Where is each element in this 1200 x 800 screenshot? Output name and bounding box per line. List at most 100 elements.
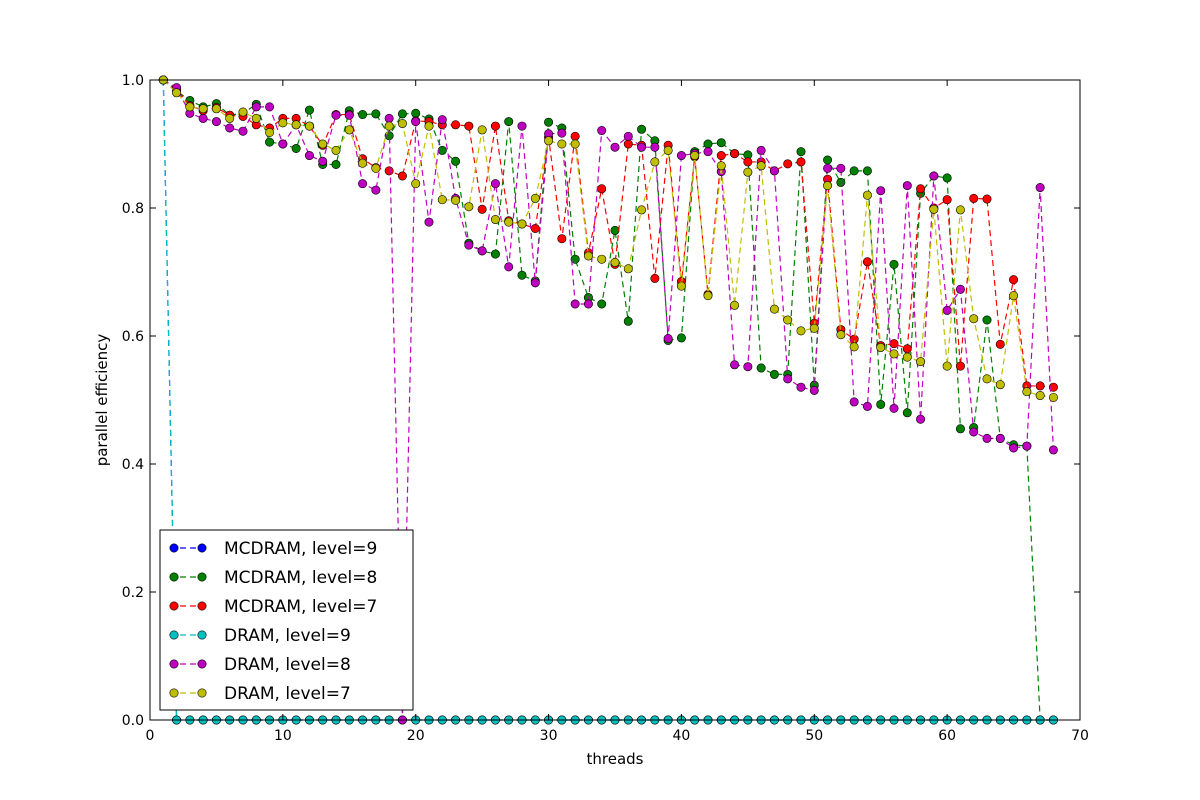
- data-point: [929, 204, 939, 214]
- data-point: [331, 159, 341, 169]
- data-point: [278, 118, 288, 128]
- data-point: [437, 145, 447, 155]
- data-point: [304, 121, 314, 131]
- series-5: [158, 75, 1058, 402]
- data-point: [703, 147, 713, 157]
- data-point: [490, 215, 500, 225]
- legend-marker: [197, 543, 207, 553]
- legend-marker: [169, 659, 179, 669]
- data-point: [955, 284, 965, 294]
- data-point: [889, 339, 899, 349]
- data-point: [823, 181, 833, 191]
- data-point: [823, 163, 833, 173]
- data-point: [849, 397, 859, 407]
- data-point: [889, 349, 899, 359]
- data-point: [650, 157, 660, 167]
- legend-marker: [197, 630, 207, 640]
- data-point: [1035, 391, 1045, 401]
- data-point: [836, 163, 846, 173]
- data-point: [690, 151, 700, 161]
- data-point: [530, 223, 540, 233]
- data-point: [464, 240, 474, 250]
- data-point: [836, 330, 846, 340]
- data-point: [942, 305, 952, 315]
- data-point: [716, 161, 726, 171]
- data-point: [411, 108, 421, 118]
- data-point: [942, 195, 952, 205]
- legend-marker: [197, 688, 207, 698]
- x-tick-label: 0: [146, 728, 155, 744]
- data-point: [982, 315, 992, 325]
- data-point: [862, 166, 872, 176]
- legend-label: MCDRAM, level=9: [224, 539, 377, 559]
- legend-marker: [169, 630, 179, 640]
- data-point: [969, 427, 979, 437]
- y-tick-label: 0.2: [122, 585, 144, 601]
- data-point: [862, 401, 872, 411]
- data-point: [557, 234, 567, 244]
- data-point: [730, 300, 740, 310]
- data-point: [955, 361, 965, 371]
- data-point: [942, 173, 952, 183]
- data-point: [982, 433, 992, 443]
- data-point: [424, 217, 434, 227]
- data-point: [955, 205, 965, 215]
- legend-box: [159, 529, 414, 711]
- data-point: [716, 151, 726, 161]
- data-point: [504, 262, 514, 272]
- data-point: [437, 195, 447, 205]
- data-point: [265, 127, 275, 137]
- series-4: [158, 75, 1058, 725]
- data-point: [783, 315, 793, 325]
- y-tick-label: 0.4: [122, 457, 144, 473]
- data-point: [198, 113, 208, 123]
- data-point: [411, 179, 421, 189]
- data-point: [1035, 381, 1045, 391]
- data-point: [823, 155, 833, 165]
- legend-marker: [169, 688, 179, 698]
- data-point: [876, 186, 886, 196]
- data-point: [676, 151, 686, 161]
- data-point: [570, 254, 580, 264]
- data-point: [597, 299, 607, 309]
- data-point: [597, 184, 607, 194]
- data-point: [397, 109, 407, 119]
- data-point: [477, 204, 487, 214]
- data-point: [1048, 392, 1058, 402]
- data-point: [650, 273, 660, 283]
- legend-marker: [197, 601, 207, 611]
- data-point: [623, 139, 633, 149]
- series-line: [162, 79, 1054, 721]
- data-point: [623, 316, 633, 326]
- data-point: [743, 167, 753, 177]
- data-point: [1035, 183, 1045, 193]
- data-point: [331, 145, 341, 155]
- data-point: [809, 385, 819, 395]
- data-point: [969, 193, 979, 203]
- plot-frame: [149, 79, 1081, 721]
- data-point: [955, 424, 965, 434]
- data-point: [862, 190, 872, 200]
- data-point: [876, 399, 886, 409]
- data-point: [211, 104, 221, 114]
- data-point: [238, 126, 248, 136]
- data-point: [451, 195, 461, 205]
- data-point: [716, 138, 726, 148]
- data-point: [358, 179, 368, 189]
- data-point: [637, 142, 647, 152]
- data-point: [769, 166, 779, 176]
- data-point: [809, 323, 819, 333]
- data-point: [344, 125, 354, 135]
- data-point: [371, 163, 381, 173]
- legend-marker: [197, 572, 207, 582]
- x-tick-label: 70: [1071, 728, 1089, 744]
- data-point: [730, 360, 740, 370]
- data-point: [623, 131, 633, 141]
- y-tick-label: 1.0: [122, 73, 144, 89]
- data-point: [490, 249, 500, 259]
- x-tick-label: 20: [407, 728, 425, 744]
- x-tick-label: 10: [274, 728, 292, 744]
- data-point: [371, 185, 381, 195]
- data-point: [530, 193, 540, 203]
- data-point: [597, 126, 607, 136]
